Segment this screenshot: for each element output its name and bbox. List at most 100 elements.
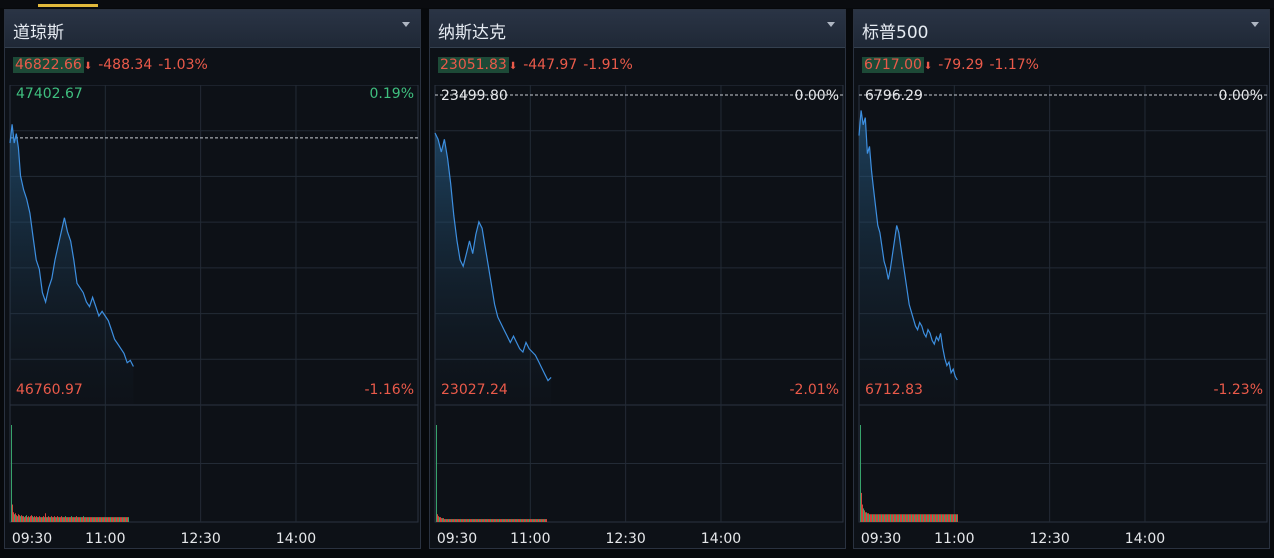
dropdown-caret-icon[interactable] <box>402 22 410 27</box>
volume-bar <box>459 519 460 522</box>
volume-bar <box>443 518 444 522</box>
volume-bar <box>480 519 481 522</box>
volume-bar <box>504 519 505 522</box>
volume-bar <box>875 514 876 522</box>
panel-header[interactable]: 标普500 <box>854 10 1269 48</box>
x-tick-label: 09:30 <box>12 531 52 547</box>
volume-bar <box>15 513 16 522</box>
y-min-price-label: 46760.97 <box>16 382 83 398</box>
volume-bar <box>901 514 902 522</box>
volume-bar <box>64 517 65 522</box>
volume-bar <box>61 516 62 522</box>
volume-bar <box>59 517 60 522</box>
x-tick-label: 12:30 <box>180 531 220 547</box>
y-min-pct-label: -2.01% <box>789 382 839 398</box>
dropdown-caret-icon[interactable] <box>1251 22 1259 27</box>
volume-bar <box>523 519 524 522</box>
volume-bar <box>437 514 438 522</box>
volume-bar <box>465 519 466 522</box>
volume-bar <box>929 514 930 522</box>
plot-frame <box>434 85 844 523</box>
volume-bar <box>108 517 109 522</box>
x-tick-label: 14:00 <box>276 531 316 547</box>
x-tick-label: 09:30 <box>437 531 477 547</box>
volume-bar <box>52 517 53 522</box>
volume-bar <box>530 519 531 522</box>
volume-bar <box>447 519 448 522</box>
volume-bar <box>540 519 541 522</box>
volume-bar <box>22 516 23 522</box>
volume-bar <box>123 517 124 522</box>
panel-header[interactable]: 纳斯达克 <box>430 10 845 48</box>
volume-bar <box>49 517 50 522</box>
prev-close-price-label: 6796.29 <box>865 88 923 104</box>
volume-bar <box>83 516 84 522</box>
volume-bar <box>931 514 932 522</box>
volume-bar <box>496 519 497 522</box>
volume-bar <box>922 514 923 522</box>
volume-bar <box>952 514 953 522</box>
volume-bar <box>941 514 942 522</box>
volume-bar <box>896 514 897 522</box>
volume-bar <box>537 519 538 522</box>
volume-bar <box>449 519 450 522</box>
volume-bar <box>452 519 453 522</box>
volume-bar <box>949 514 950 522</box>
volume-bar <box>879 514 880 522</box>
volume-bar <box>919 514 920 522</box>
volume-bar <box>23 516 24 522</box>
price-line <box>434 132 552 382</box>
volume-bar <box>450 519 451 522</box>
volume-bar <box>103 517 104 522</box>
volume-bar <box>41 517 42 522</box>
volume-bar <box>939 514 940 522</box>
volume-bar <box>91 517 92 522</box>
volume-bar <box>95 517 96 522</box>
volume-bar <box>876 514 877 522</box>
volume-bar <box>100 517 101 522</box>
volume-bar <box>472 519 473 522</box>
volume-bar <box>934 514 935 522</box>
volume-bar <box>88 517 89 522</box>
volume-bar <box>477 519 478 522</box>
volume-bar <box>946 514 947 522</box>
volume-bar <box>474 519 475 522</box>
volume-bar <box>79 517 80 522</box>
prev-close-pct-label: 0.00% <box>795 88 839 104</box>
volume-bar <box>63 517 64 522</box>
volume-bar <box>489 519 490 522</box>
volume-bar <box>891 514 892 522</box>
volume-bar <box>950 514 951 522</box>
volume-bar <box>32 516 33 522</box>
intraday-chart: 23499.80 0.00% 23027.24 -2.01% 09:30 11:00 12:… <box>434 85 844 547</box>
volume-bar <box>122 517 123 522</box>
price-line <box>9 124 134 367</box>
percent-change: -1.17% <box>989 57 1039 73</box>
volume-bar <box>543 519 544 522</box>
index-panel-sp500: 标普500 6717.00 ⬇ -79.29 -1.17% 6796.29 0.00% 671… <box>853 9 1270 549</box>
last-price: 23051.83 <box>438 57 509 73</box>
volume-bar <box>96 517 97 522</box>
volume-bar <box>70 517 71 522</box>
percent-change: -1.91% <box>583 57 633 73</box>
volume-bar <box>947 514 948 522</box>
volume-bar <box>511 519 512 522</box>
volume-bar <box>84 517 85 522</box>
volume-bar <box>865 512 866 522</box>
volume-bar <box>53 517 54 522</box>
volume-bar <box>30 516 31 522</box>
volume-bar <box>112 517 113 522</box>
volume-bar <box>28 516 29 522</box>
dropdown-caret-icon[interactable] <box>827 22 835 27</box>
volume-bar <box>502 519 503 522</box>
volume-bar <box>31 515 32 522</box>
volume-bar <box>519 519 520 522</box>
panel-header[interactable]: 道琼斯 <box>5 10 420 48</box>
volume-bar <box>908 514 909 522</box>
volume-bar <box>904 514 905 522</box>
volume-bar <box>528 519 529 522</box>
volume-bar <box>16 515 17 522</box>
volume-bar <box>536 519 537 522</box>
volume-bar <box>909 514 910 522</box>
volume-bar <box>47 517 48 522</box>
